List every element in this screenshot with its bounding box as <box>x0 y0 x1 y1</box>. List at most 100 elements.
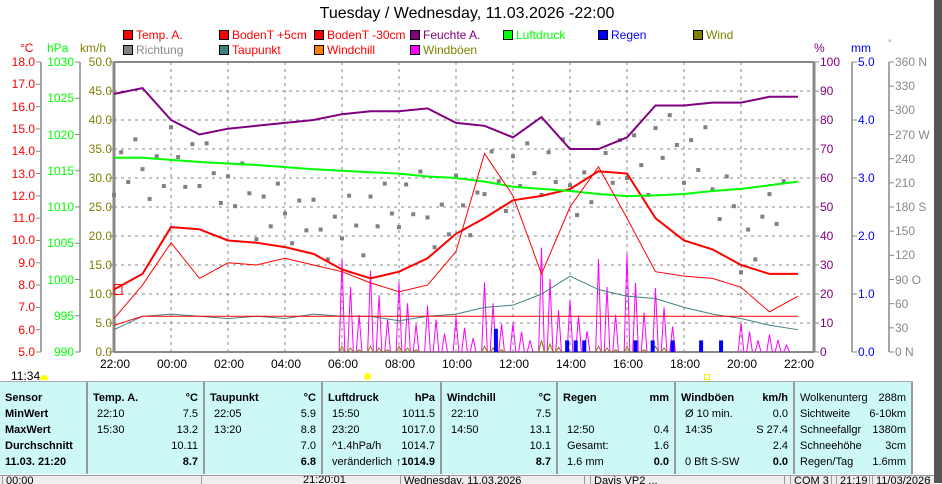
wind-spike <box>640 349 648 353</box>
table-row: 14:50 13.1 <box>447 423 551 437</box>
tick-label-humidity: 10 <box>820 316 834 330</box>
direction-point <box>703 125 708 130</box>
wind-spike <box>441 333 448 353</box>
row-label: MinWert <box>5 408 49 420</box>
unit-rain: mm <box>851 41 871 55</box>
direction-point <box>696 167 701 172</box>
wind-spike <box>347 347 354 353</box>
direction-point <box>297 198 302 203</box>
row-value: 0.0 <box>772 408 788 420</box>
wind-spike <box>754 340 762 353</box>
legend-swatch <box>314 30 324 40</box>
x-tick-label: 10:00 <box>442 357 473 371</box>
wind-spike <box>424 305 431 353</box>
table-row: 6.8 <box>210 455 316 469</box>
series-line-bodent-30cm <box>113 315 798 326</box>
unit-direction: ° <box>888 38 892 48</box>
extra-label: Sichtweite <box>800 408 851 420</box>
current-time: 11:34 <box>11 369 41 383</box>
direction-point <box>731 204 736 209</box>
direction-point <box>347 193 352 198</box>
direction-point <box>610 180 615 185</box>
tick-label-rain: 3.0 <box>858 171 875 185</box>
direction-point <box>290 241 295 246</box>
row-label: MaxWert <box>5 424 51 436</box>
table-row: veränderlich ↑1014.9 <box>328 455 435 469</box>
column-header: Windchill <box>447 392 496 404</box>
direction-point <box>746 227 751 232</box>
wind-spike <box>555 346 562 353</box>
direction-point <box>625 176 629 180</box>
direction-point <box>318 227 323 232</box>
tick-label-pressure: 990 <box>53 345 74 359</box>
legend-label: Temp. A. <box>136 28 183 42</box>
direction-point <box>354 223 359 228</box>
status-field: 21:19 <box>836 476 870 484</box>
wind-spike <box>412 324 420 353</box>
row-label: Durchschnitt <box>5 440 73 452</box>
extra-row: Regen/Tag 1.6mm <box>800 455 906 469</box>
row-value: 1014.7 <box>401 440 435 452</box>
table-row: 7.0 <box>210 439 316 453</box>
table-column: Sensor MinWert MaxWert Durchschnitt 11.03. 2… <box>0 382 88 474</box>
column-header: Windböen <box>681 392 735 404</box>
scrollbar[interactable] <box>934 0 942 483</box>
status-field: 21:20:01 <box>303 475 346 484</box>
weather-chart <box>36 61 894 353</box>
row-value: 13.1 <box>529 424 551 436</box>
row-label: 22:05 <box>214 408 242 420</box>
extra-value: 288m <box>878 392 906 404</box>
status-bar: 00:00 21:20:01 Wednesday, 11.03.2026 Davis … <box>0 475 934 484</box>
tick-label-pressure: 995 <box>53 308 74 323</box>
legend-swatch <box>123 45 133 55</box>
tick-label-direction: 240 <box>895 151 916 166</box>
direction-point <box>660 155 665 160</box>
legend-swatch <box>410 45 420 55</box>
x-tick-label: 08:00 <box>385 357 416 371</box>
table-row: 15:50 1011.5 <box>328 407 435 421</box>
tick-label-wind: 20.0 <box>88 229 112 243</box>
chart-title: Tuesday / Wednesday, 11.03.2026 -22:00 <box>319 5 615 22</box>
table-row: 8.7 <box>447 455 551 469</box>
direction-point <box>760 214 765 219</box>
direction-point <box>553 180 558 185</box>
x-tick-label: 20:00 <box>727 357 758 371</box>
tick-label-temp: 7.0 <box>18 300 35 315</box>
wind-spike <box>612 314 619 353</box>
legend-label: Windchill <box>327 43 376 57</box>
direction-point <box>717 217 722 222</box>
x-tick-label: 04:00 <box>271 357 302 371</box>
column-unit: hPa <box>414 392 435 404</box>
tick-label-humidity: 30 <box>820 258 834 272</box>
wind-spike <box>412 349 420 353</box>
tick-label-humidity: 50 <box>820 200 834 214</box>
wind-spike <box>546 342 554 353</box>
direction-point <box>226 174 230 179</box>
direction-point <box>133 137 138 142</box>
tick-label-wind: 40.0 <box>88 113 112 127</box>
row-label: 12:50 <box>567 424 595 436</box>
status-field: Wednesday, 11.03.2026 <box>400 476 585 484</box>
direction-point <box>503 209 508 214</box>
direction-point <box>126 180 131 185</box>
legend-swatch <box>219 30 229 40</box>
extra-row: Schneefallgr 1380m <box>800 423 906 437</box>
tick-label-pressure: 1030 <box>47 55 74 69</box>
tick-label-direction: 60 <box>895 296 909 311</box>
direction-point <box>340 236 344 241</box>
tick-label-direction: 120 <box>895 248 916 263</box>
tick-label-temp: 5.0 <box>18 345 35 359</box>
legend-item: Temp. A. <box>123 29 183 42</box>
direction-point <box>511 154 515 159</box>
wind-spike <box>395 282 403 353</box>
row-label: 23:20 <box>332 424 360 436</box>
x-tick-label: 00:00 <box>157 357 188 371</box>
rain-bar <box>565 340 570 352</box>
direction-point <box>489 149 494 154</box>
wind-spike <box>538 247 545 353</box>
extra-label: Wolkenunterg <box>800 392 868 404</box>
direction-point <box>475 190 480 195</box>
series-line-luftdruck <box>114 156 799 198</box>
sun-icon <box>40 375 48 380</box>
tick-label-temp: 16.0 <box>11 99 35 114</box>
